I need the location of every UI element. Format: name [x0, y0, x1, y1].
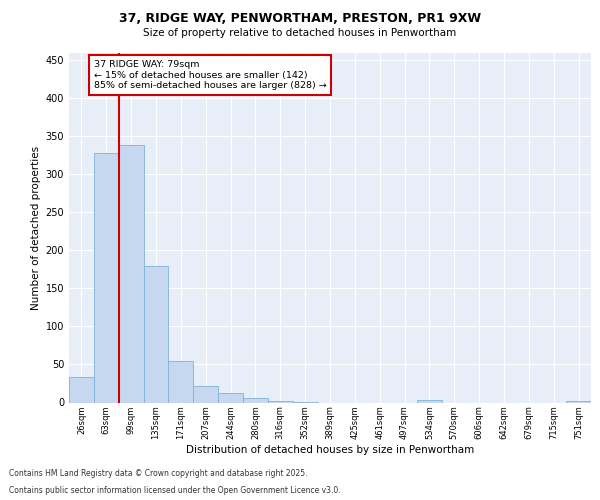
Bar	[94, 153, 119, 402]
Bar	[169, 360, 193, 403]
Text: 37 RIDGE WAY: 79sqm
← 15% of detached houses are smaller (142)
85% of semi-detac: 37 RIDGE WAY: 79sqm ← 15% of detached ho…	[94, 60, 326, 90]
Y-axis label: Number of detached properties: Number of detached properties	[31, 146, 41, 310]
X-axis label: Distribution of detached houses by size in Penwortham: Distribution of detached houses by size …	[186, 444, 474, 454]
Text: Contains public sector information licensed under the Open Government Licence v3: Contains public sector information licen…	[9, 486, 341, 495]
Text: Contains HM Land Registry data © Crown copyright and database right 2025.: Contains HM Land Registry data © Crown c…	[9, 468, 308, 477]
Bar	[119, 146, 143, 402]
Bar	[243, 398, 268, 402]
Bar	[268, 401, 293, 402]
Text: 37, RIDGE WAY, PENWORTHAM, PRESTON, PR1 9XW: 37, RIDGE WAY, PENWORTHAM, PRESTON, PR1 …	[119, 12, 481, 26]
Bar	[218, 392, 243, 402]
Text: Size of property relative to detached houses in Penwortham: Size of property relative to detached ho…	[143, 28, 457, 38]
Bar	[566, 401, 591, 402]
Bar	[143, 266, 169, 402]
Bar	[69, 378, 94, 402]
Bar	[417, 400, 442, 402]
Bar	[193, 386, 218, 402]
